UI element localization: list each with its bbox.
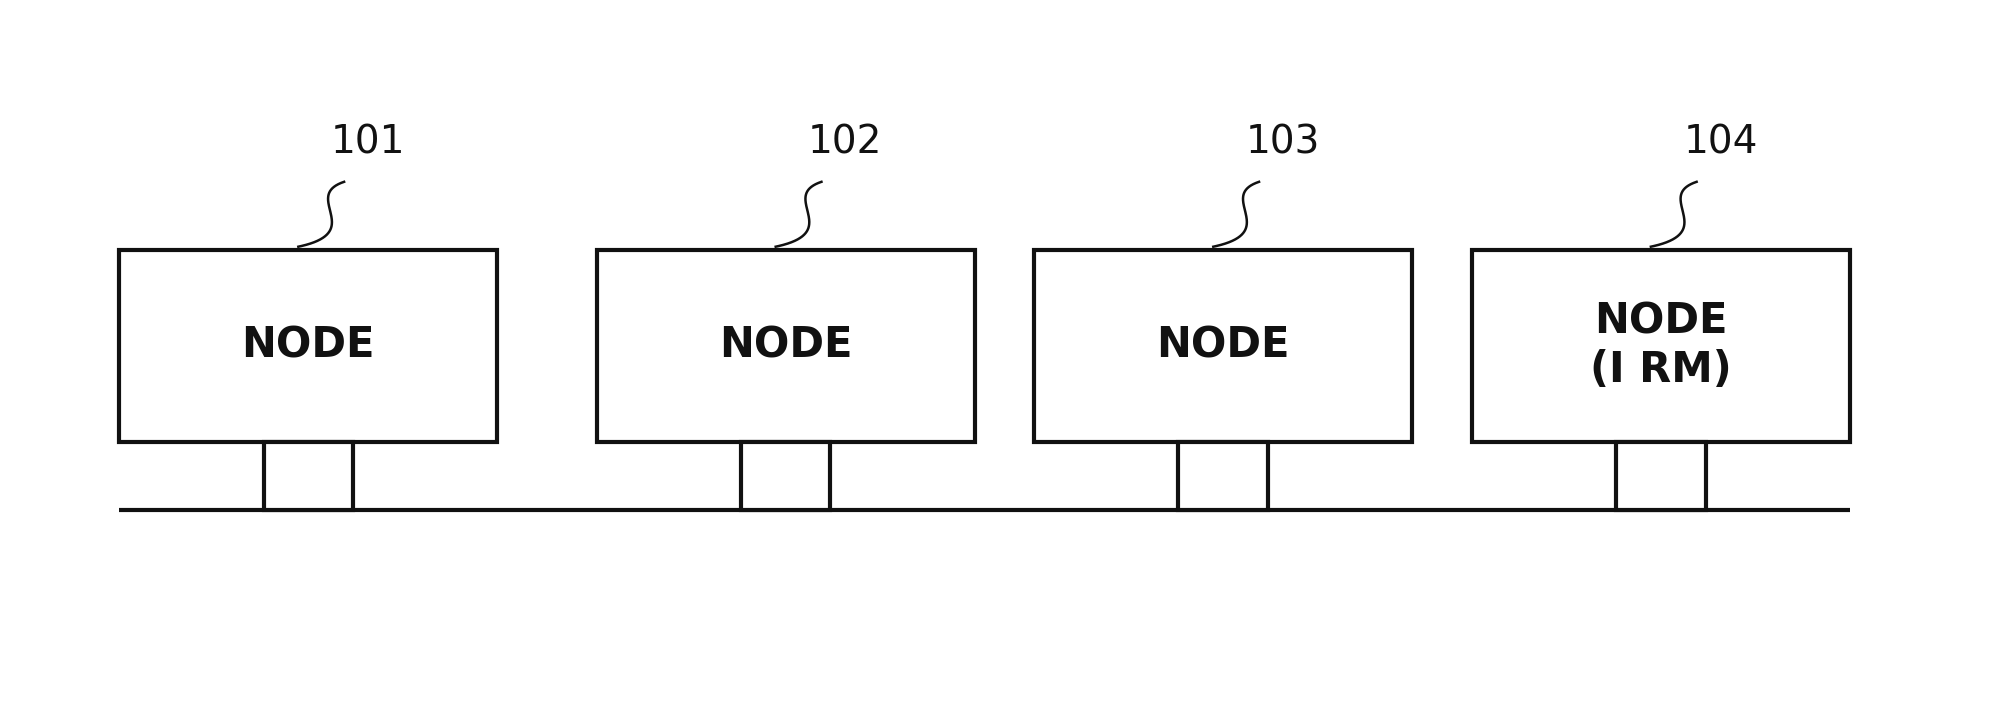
Bar [740,442,831,510]
Bar [1472,250,1850,442]
Text: NODE: NODE [1156,325,1291,366]
Text: NODE
(I RM): NODE (I RM) [1589,300,1732,391]
Text: 101: 101 [330,123,406,162]
Bar [597,250,975,442]
Bar [1177,442,1269,510]
Bar [263,442,354,510]
Text: 103: 103 [1245,123,1321,162]
Text: NODE: NODE [241,325,376,366]
Text: NODE: NODE [718,325,853,366]
Bar [119,250,497,442]
Text: 102: 102 [808,123,883,162]
Bar [1034,250,1412,442]
Bar [1615,442,1705,510]
Text: 104: 104 [1683,123,1758,162]
